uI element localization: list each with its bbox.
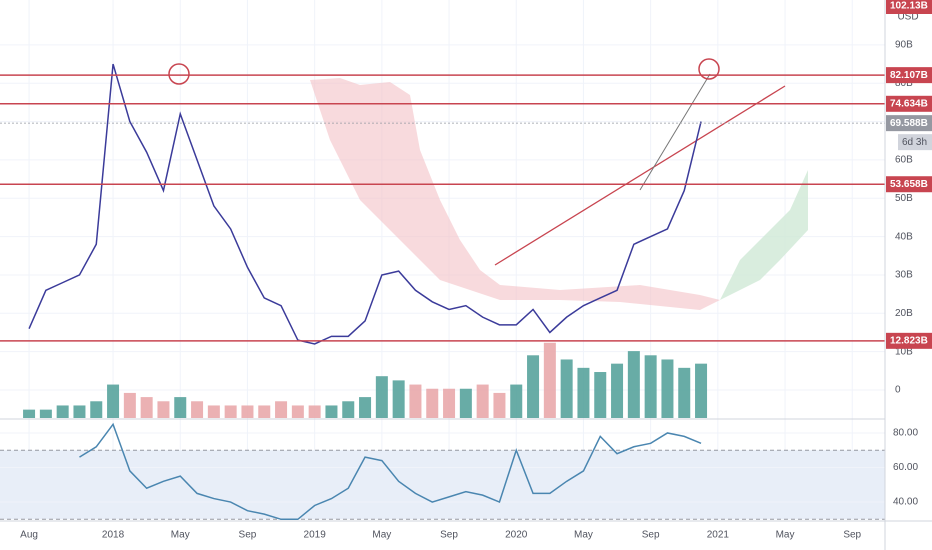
volume-bar [174, 397, 187, 418]
rsi-band [0, 450, 885, 520]
volume-bar [560, 359, 573, 418]
x-tick-label: Sep [642, 530, 660, 541]
level-label: 74.634B [890, 98, 928, 109]
marks [0, 63, 885, 521]
x-tick-label: 2021 [707, 530, 730, 541]
highlight-circle [168, 63, 190, 85]
volume-bar [275, 401, 288, 418]
x-tick-label: Sep [843, 530, 861, 541]
level-label: 53.658B [890, 179, 928, 190]
volume-bar [409, 384, 422, 418]
volume-bar [392, 380, 405, 418]
volume-bar [107, 384, 120, 418]
x-tick-label: Sep [440, 530, 458, 541]
y-tick-label: 40B [895, 231, 913, 242]
y-tick-label: 90B [895, 40, 913, 51]
countdown-tag [898, 134, 932, 151]
volume-bar [510, 384, 523, 418]
volume-bar [56, 405, 69, 418]
volume-bar [493, 392, 506, 418]
x-tick-label: May [372, 530, 391, 541]
x-tick-label: Aug [20, 530, 38, 541]
volume-bar [157, 401, 170, 418]
volume-bar [325, 405, 338, 418]
volume-bar [459, 388, 472, 418]
level-label: 82.107B [890, 70, 928, 81]
y-tick-label: 50B [895, 193, 913, 204]
volume-bar [661, 359, 674, 418]
volume-bar [23, 409, 36, 418]
volume-bar [426, 388, 439, 418]
volume-bar [258, 405, 271, 418]
volume-bar [594, 372, 607, 418]
highlight-circle [698, 58, 720, 80]
x-tick-label: May [574, 530, 593, 541]
level-label: 12.823B [890, 335, 928, 346]
x-tick-label: 2020 [505, 530, 528, 541]
volume-bar [241, 405, 254, 418]
volume-bar [342, 401, 355, 418]
y-tick-label: 80B [895, 78, 913, 89]
level-tag [886, 332, 932, 349]
level-tag [886, 67, 932, 84]
x-tick-label: Sep [239, 530, 257, 541]
volume-bar [695, 363, 708, 418]
y-tick-label: 60.00 [893, 462, 918, 473]
countdown: 6d 3h [902, 137, 927, 148]
volume-bar [527, 355, 540, 418]
volume-bar [291, 405, 304, 418]
volume-bar [627, 351, 640, 418]
volume-bar [644, 355, 657, 418]
trend-line [639, 73, 711, 191]
volume-bar [543, 342, 556, 418]
volume-bar [678, 367, 691, 418]
volume-bar [577, 367, 590, 418]
x-tick-label: 2019 [304, 530, 327, 541]
volume-bar [39, 409, 52, 418]
level-tag [886, 176, 932, 193]
x-tick-label: May [776, 530, 795, 541]
x-tick-label: 2018 [102, 530, 125, 541]
level-tag [886, 95, 932, 112]
y-tick-label: 20B [895, 308, 913, 319]
cloud-bullish [720, 170, 808, 300]
volume-bar [224, 405, 237, 418]
volume-bar [90, 401, 103, 418]
level-tag [886, 0, 932, 14]
y-tick-label: 0 [895, 385, 901, 396]
y-tick-label: 10B [895, 346, 913, 357]
x-tick-label: May [171, 530, 190, 541]
volume-bar [375, 376, 388, 418]
level-label: 69.588B [890, 118, 928, 129]
volume-bar [191, 401, 204, 418]
volume-bar [140, 397, 153, 418]
currency: USD [897, 12, 918, 23]
trend-line [494, 85, 786, 266]
y-tick-label: 40.00 [893, 497, 918, 508]
line-series [28, 63, 702, 345]
volume-bar [359, 397, 372, 418]
level-tag [886, 115, 932, 132]
y-tick-label: 80.00 [893, 428, 918, 439]
y-tick-label: 60B [895, 155, 913, 166]
y-tick-label: 30B [895, 270, 913, 281]
volume-bar [123, 392, 136, 418]
volume-bar [207, 405, 220, 418]
cloud-bearish [310, 78, 720, 310]
volume-bar [308, 405, 321, 418]
volume-bar [73, 405, 86, 418]
volume-bar [443, 388, 456, 418]
labels: Aug 2018 May Sep 2019 May Sep 2020 May Sep 2021 May… [20, 0, 932, 541]
volume-bar [476, 384, 489, 418]
line-series [79, 422, 702, 521]
volume-bar [611, 363, 624, 418]
level-label: 102.13B [890, 1, 928, 12]
grid [0, 0, 885, 520]
